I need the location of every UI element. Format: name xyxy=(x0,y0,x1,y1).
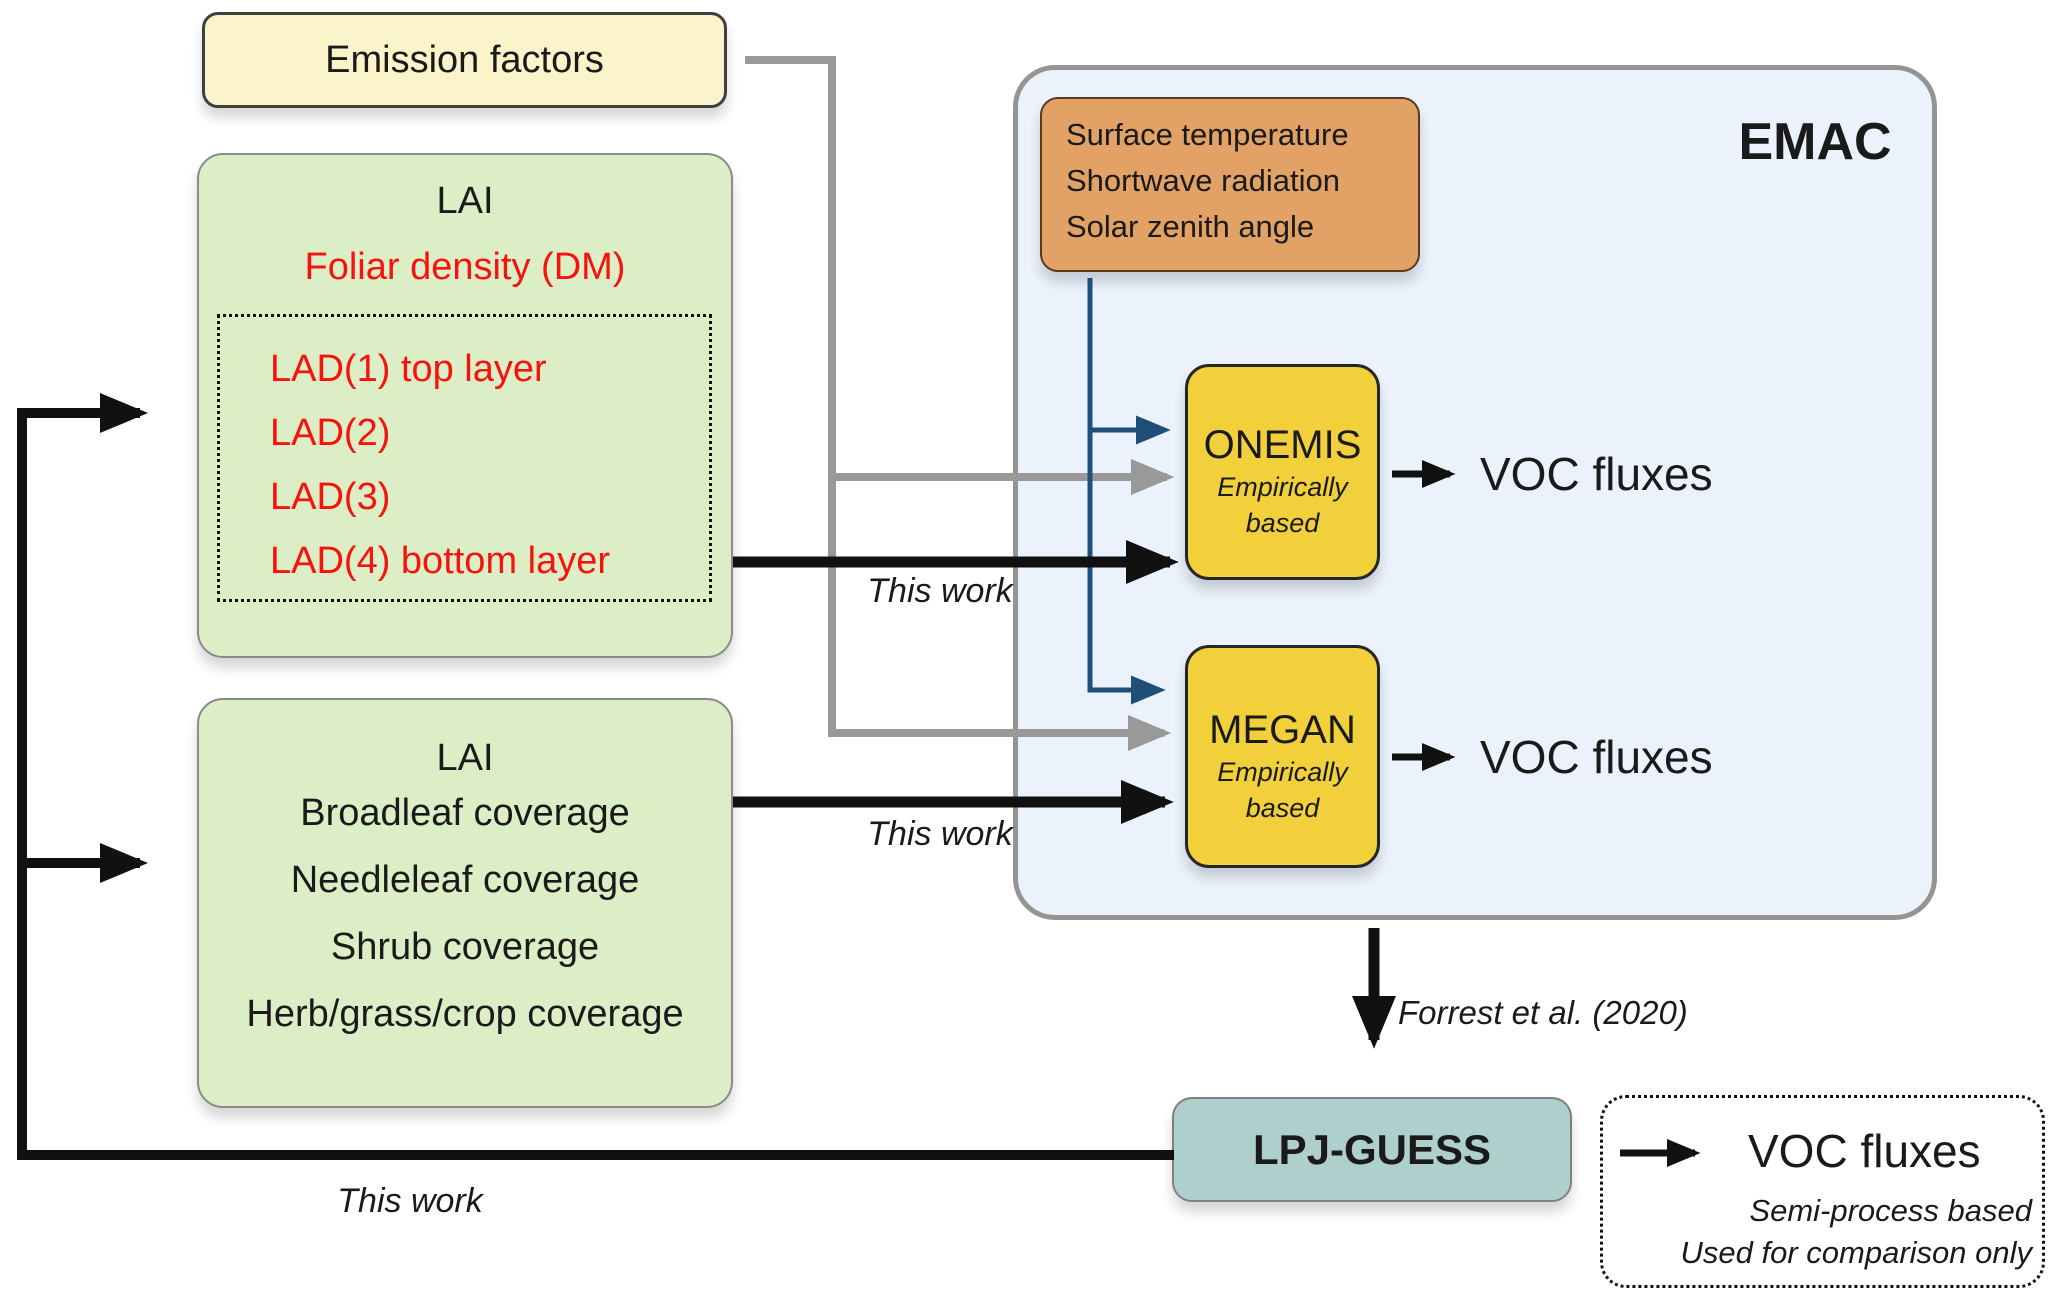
this-work-label-onemis: This work xyxy=(867,572,1013,610)
onemis-name: ONEMIS xyxy=(1203,423,1362,467)
coverage-shrub: Shrub coverage xyxy=(330,926,600,968)
megan-name: MEGAN xyxy=(1209,707,1356,752)
lad-layer-2: LAD(2) xyxy=(270,412,391,454)
lpj-guess-label: LPJ-GUESS xyxy=(1252,1125,1492,1173)
emission-factors-label: Emission factors xyxy=(325,38,604,81)
megan-box: MEGAN Empirically based xyxy=(1185,645,1380,868)
coverage-input-box: LAI Broadleaf coverage Needleleaf covera… xyxy=(197,698,733,1108)
lad-layers-group: LAD(1) top layer LAD(2) LAD(3) LAD(4) bo… xyxy=(217,314,712,602)
coverage-box-title: LAI xyxy=(436,737,494,779)
lpj-guess-box: LPJ-GUESS xyxy=(1172,1097,1572,1202)
forrest-reference-label: Forrest et al. (2020) xyxy=(1398,994,1688,1031)
megan-type: Empirically based xyxy=(1217,756,1348,823)
lpj-output-box xyxy=(1600,1095,2045,1288)
onemis-type: Empirically based xyxy=(1217,472,1348,538)
met-shortwave-radiation: Shortwave radiation xyxy=(1066,163,1340,198)
lad-box-title: LAI xyxy=(436,180,494,222)
met-solar-zenith-angle: Solar zenith angle xyxy=(1066,209,1315,244)
lad-layer-1: LAD(1) top layer xyxy=(270,348,547,390)
coverage-needleleaf: Needleleaf coverage xyxy=(290,859,640,901)
this-work-label-bottom: This work xyxy=(337,1182,483,1220)
this-work-label-megan: This work xyxy=(867,815,1013,853)
onemis-voc-fluxes-label: VOC fluxes xyxy=(1480,448,1713,500)
megan-voc-fluxes-label: VOC fluxes xyxy=(1480,731,1713,783)
lpj-note-comparison: Used for comparison only xyxy=(1680,1235,2033,1270)
emac-title: EMAC xyxy=(1738,113,1892,171)
lpj-note-semi-process: Semi-process based xyxy=(1749,1193,2032,1228)
onemis-box: ONEMIS Empirically based xyxy=(1185,364,1380,580)
lad-input-box: LAI Foliar density (DM) LAD(1) top layer… xyxy=(197,153,733,658)
lad-layer-4: LAD(4) bottom layer xyxy=(270,540,611,582)
emission-factors-box: Emission factors xyxy=(202,12,727,108)
coverage-herb-grass-crop: Herb/grass/crop coverage xyxy=(246,993,684,1035)
lpj-voc-fluxes-label: VOC fluxes xyxy=(1748,1125,1981,1177)
foliar-density-label: Foliar density (DM) xyxy=(304,246,626,288)
lpj-output-notes: Semi-process based Used for comparison o… xyxy=(1610,1190,2033,1274)
lad-layer-3: LAD(3) xyxy=(270,476,391,518)
met-inputs-box: Surface temperature Shortwave radiation … xyxy=(1040,97,1420,272)
coverage-broadleaf: Broadleaf coverage xyxy=(300,792,630,834)
met-surface-temperature: Surface temperature xyxy=(1066,117,1349,152)
